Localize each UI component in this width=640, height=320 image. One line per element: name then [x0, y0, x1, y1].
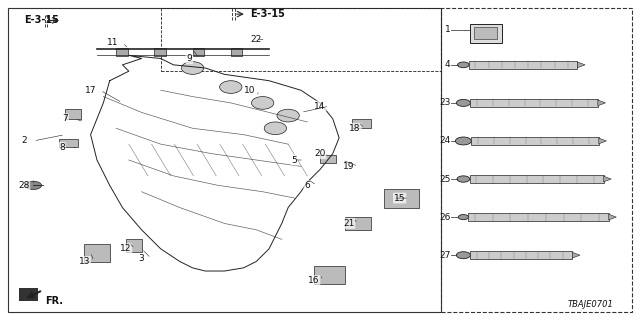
- Text: 25: 25: [439, 174, 451, 184]
- Text: 7: 7: [62, 114, 68, 123]
- Ellipse shape: [264, 122, 287, 135]
- Circle shape: [456, 252, 470, 259]
- Text: 22: 22: [251, 35, 262, 44]
- Text: 10: 10: [244, 86, 255, 95]
- Text: 16: 16: [308, 276, 319, 285]
- Text: 3: 3: [139, 254, 145, 263]
- FancyArrow shape: [577, 62, 585, 68]
- Bar: [471, 137, 599, 145]
- Ellipse shape: [277, 109, 300, 122]
- Text: 2: 2: [21, 136, 26, 146]
- Bar: [468, 213, 609, 221]
- Text: 5: 5: [292, 156, 298, 164]
- Text: FR.: FR.: [45, 296, 63, 306]
- FancyArrow shape: [572, 252, 580, 258]
- Ellipse shape: [252, 97, 274, 109]
- Bar: [19, 288, 38, 301]
- Bar: [352, 119, 371, 128]
- Bar: [161, 8, 441, 71]
- Ellipse shape: [181, 62, 204, 74]
- Bar: [470, 24, 502, 43]
- Bar: [59, 140, 78, 147]
- Text: 19: 19: [343, 162, 355, 171]
- Bar: [231, 48, 243, 56]
- Text: 20: 20: [314, 149, 326, 158]
- Bar: [470, 252, 572, 259]
- Bar: [474, 27, 497, 39]
- FancyArrow shape: [604, 176, 611, 182]
- Text: 12: 12: [120, 244, 131, 253]
- Circle shape: [458, 62, 469, 68]
- Bar: [314, 266, 346, 284]
- Circle shape: [25, 181, 42, 189]
- Bar: [125, 239, 141, 252]
- Text: TBAJE0701: TBAJE0701: [567, 300, 613, 309]
- Text: 27: 27: [439, 251, 451, 260]
- Text: E-3-15: E-3-15: [250, 9, 285, 19]
- Text: 23: 23: [439, 99, 451, 108]
- Text: E-3-15: E-3-15: [24, 15, 59, 25]
- Text: 28: 28: [18, 181, 29, 190]
- Text: 24: 24: [440, 136, 451, 146]
- FancyArrow shape: [598, 100, 605, 106]
- Circle shape: [458, 215, 468, 220]
- Text: 21: 21: [343, 219, 355, 228]
- Text: 9: 9: [186, 54, 192, 63]
- Text: 18: 18: [349, 124, 361, 133]
- Text: 13: 13: [79, 257, 90, 266]
- Circle shape: [456, 100, 470, 106]
- Bar: [84, 244, 109, 261]
- Bar: [193, 48, 204, 56]
- Circle shape: [457, 176, 470, 182]
- Bar: [384, 188, 419, 208]
- Text: 26: 26: [439, 212, 451, 222]
- Bar: [469, 61, 577, 69]
- Bar: [320, 155, 336, 163]
- Text: 8: 8: [59, 143, 65, 152]
- Bar: [8, 8, 441, 312]
- Text: 15: 15: [394, 194, 405, 203]
- Ellipse shape: [220, 81, 242, 93]
- FancyArrow shape: [609, 214, 616, 220]
- Bar: [470, 99, 598, 107]
- FancyArrow shape: [599, 138, 607, 144]
- Bar: [470, 175, 604, 183]
- Bar: [116, 48, 127, 56]
- Bar: [154, 48, 166, 56]
- Text: 6: 6: [305, 181, 310, 190]
- Text: 14: 14: [314, 101, 326, 111]
- Bar: [346, 217, 371, 230]
- Text: 1: 1: [445, 25, 451, 35]
- Text: 17: 17: [85, 86, 97, 95]
- Circle shape: [456, 137, 471, 145]
- Bar: [441, 8, 632, 312]
- Text: 11: 11: [107, 38, 118, 47]
- Text: 4: 4: [445, 60, 451, 69]
- Bar: [65, 109, 81, 119]
